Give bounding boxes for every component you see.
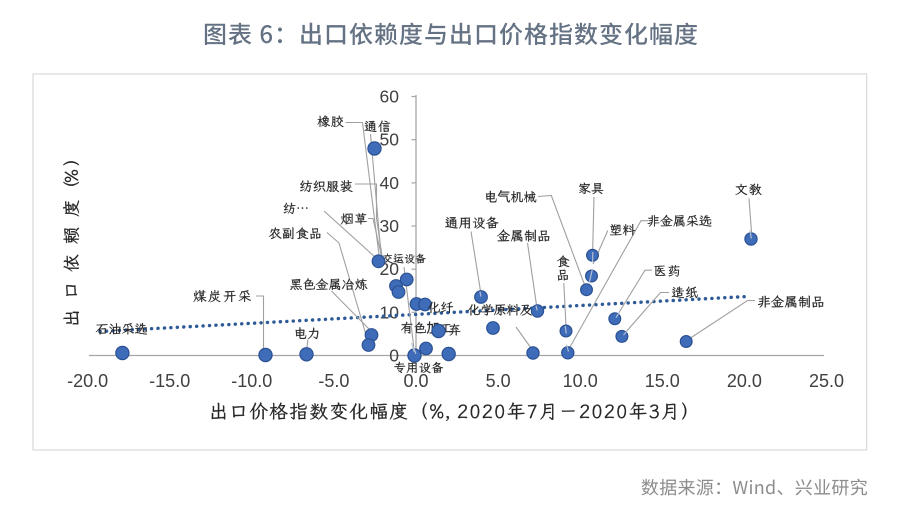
svg-text:图表 6：出口依赖度与出口价格指数变化幅度: 图表 6：出口依赖度与出口价格指数变化幅度 [203, 15, 699, 50]
svg-text:专用设备: 专用设备 [393, 359, 444, 376]
svg-text:10: 10 [380, 302, 400, 322]
svg-text:家具: 家具 [578, 180, 604, 197]
svg-text:（: （ [60, 181, 83, 199]
svg-text:化纤: 化纤 [427, 299, 453, 316]
svg-text:出口价格指数变化幅度（%, 2020年7月－2020年3月）: 出口价格指数变化幅度（%, 2020年7月－2020年3月） [209, 399, 701, 424]
svg-text:金属制品: 金属制品 [497, 226, 551, 244]
svg-text:40: 40 [380, 173, 400, 193]
svg-text:赖: 赖 [60, 227, 83, 245]
svg-text:通用设备: 通用设备 [445, 214, 499, 232]
svg-text:食: 食 [556, 253, 569, 270]
svg-text:电力: 电力 [294, 325, 320, 342]
svg-text:度: 度 [60, 199, 83, 217]
svg-text:煤炭开采: 煤炭开采 [193, 287, 253, 305]
svg-text:0: 0 [389, 346, 399, 366]
svg-text:烟草: 烟草 [340, 211, 368, 228]
svg-text:20.0: 20.0 [727, 371, 762, 391]
svg-text:%: % [60, 169, 83, 183]
svg-text:）: ） [60, 149, 83, 167]
svg-text:纺…: 纺… [283, 200, 309, 217]
svg-text:依: 依 [60, 254, 83, 272]
svg-text:塑料: 塑料 [609, 221, 636, 238]
svg-text:非金属制品: 非金属制品 [757, 292, 825, 310]
svg-text:橡胶: 橡胶 [317, 113, 345, 130]
svg-text:黑色金属冶炼: 黑色金属冶炼 [289, 276, 367, 293]
svg-text:弃: 弃 [448, 322, 461, 339]
svg-text:0.0: 0.0 [403, 371, 428, 391]
svg-text:造纸: 造纸 [671, 284, 699, 301]
svg-text:化学原料及: 化学原料及 [467, 302, 532, 319]
svg-text:数据来源：Wind、兴业研究: 数据来源：Wind、兴业研究 [641, 474, 868, 500]
svg-text:通信: 通信 [364, 118, 392, 135]
svg-text:电气机械: 电气机械 [484, 189, 536, 206]
svg-text:5.0: 5.0 [486, 371, 511, 391]
svg-text:口: 口 [60, 282, 83, 300]
svg-text:10.0: 10.0 [563, 371, 598, 391]
svg-text:30: 30 [380, 216, 400, 236]
svg-text:-5.0: -5.0 [318, 371, 349, 391]
svg-text:60: 60 [380, 87, 400, 107]
svg-text:出: 出 [60, 309, 83, 327]
svg-text:-10.0: -10.0 [231, 371, 272, 391]
svg-text:石油采选: 石油采选 [95, 321, 147, 338]
svg-text:品: 品 [556, 266, 569, 283]
svg-text:-20.0: -20.0 [67, 371, 108, 391]
svg-text:15.0: 15.0 [645, 371, 680, 391]
svg-text:非金属采选: 非金属采选 [647, 213, 712, 230]
svg-text:纺织服装: 纺织服装 [299, 177, 353, 195]
svg-text:农副食品: 农副食品 [268, 225, 322, 242]
svg-text:交运设备: 交运设备 [382, 253, 426, 267]
svg-text:文教: 文教 [735, 181, 763, 198]
svg-text:25.0: 25.0 [809, 371, 844, 391]
svg-text:医药: 医药 [653, 263, 681, 280]
svg-text:50: 50 [380, 130, 400, 150]
svg-text:-15.0: -15.0 [149, 371, 190, 391]
